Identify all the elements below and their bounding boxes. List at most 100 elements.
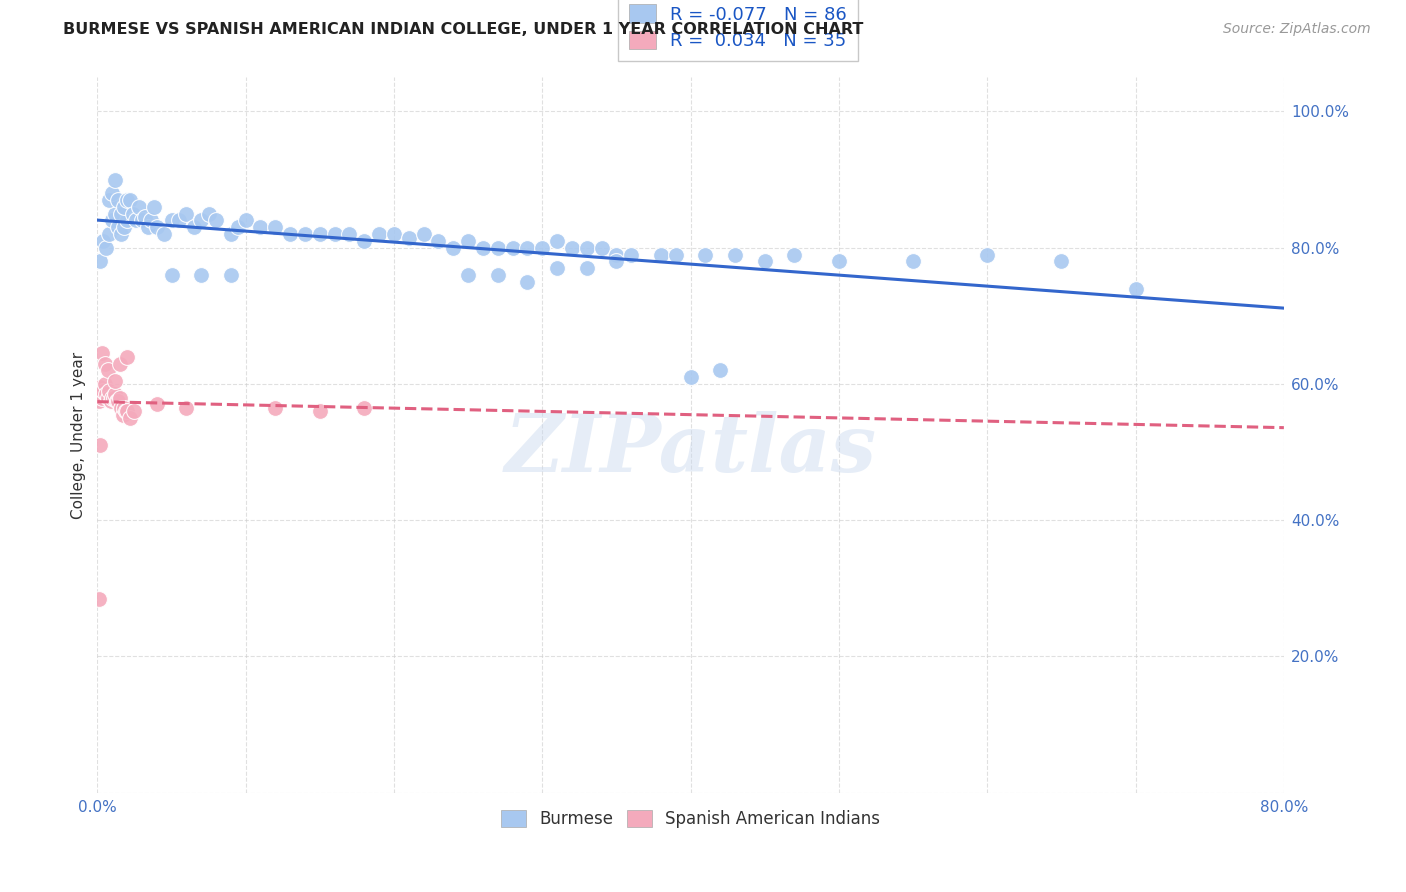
Point — [111, 408, 134, 422]
Point — [575, 241, 598, 255]
Point — [139, 213, 162, 227]
Point — [353, 234, 375, 248]
Point — [104, 374, 127, 388]
Point — [107, 394, 129, 409]
Point — [98, 193, 121, 207]
Point — [118, 193, 141, 207]
Point — [308, 227, 330, 241]
Point — [128, 200, 150, 214]
Point — [160, 268, 183, 282]
Point — [96, 387, 118, 401]
Point — [115, 350, 138, 364]
Point — [382, 227, 405, 241]
Point — [472, 241, 495, 255]
Point — [650, 247, 672, 261]
Point — [160, 213, 183, 227]
Point — [176, 401, 198, 415]
Point — [976, 247, 998, 261]
Point — [110, 401, 132, 415]
Point — [219, 227, 242, 241]
Point — [457, 234, 479, 248]
Point — [294, 227, 316, 241]
Point — [104, 172, 127, 186]
Point — [339, 227, 361, 241]
Point — [190, 268, 212, 282]
Point — [249, 220, 271, 235]
Point — [89, 438, 111, 452]
Point — [695, 247, 717, 261]
Point — [176, 207, 198, 221]
Point — [107, 220, 129, 235]
Point — [89, 254, 111, 268]
Legend: Burmese, Spanish American Indians: Burmese, Spanish American Indians — [495, 803, 887, 834]
Point — [591, 241, 613, 255]
Point — [308, 404, 330, 418]
Point — [278, 227, 301, 241]
Point — [620, 247, 643, 261]
Point — [724, 247, 747, 261]
Point — [502, 241, 524, 255]
Point — [546, 234, 568, 248]
Point — [103, 391, 125, 405]
Point — [87, 591, 110, 606]
Point — [112, 200, 135, 214]
Point — [91, 384, 114, 398]
Point — [145, 220, 167, 235]
Point — [709, 363, 731, 377]
Point — [115, 213, 138, 227]
Point — [96, 241, 118, 255]
Point — [486, 268, 509, 282]
Point — [323, 227, 346, 241]
Point — [1125, 282, 1147, 296]
Point — [546, 261, 568, 276]
Point — [679, 370, 702, 384]
Point — [100, 394, 122, 409]
Point — [605, 247, 627, 261]
Point — [1050, 254, 1073, 268]
Point — [441, 241, 464, 255]
Point — [368, 227, 391, 241]
Point — [98, 227, 121, 241]
Text: ZIPatlas: ZIPatlas — [505, 410, 877, 488]
Point — [90, 391, 112, 405]
Point — [118, 411, 141, 425]
Point — [828, 254, 851, 268]
Point — [264, 401, 287, 415]
Point — [101, 213, 124, 227]
Point — [115, 404, 138, 418]
Point — [427, 234, 450, 248]
Point — [412, 227, 434, 241]
Point — [153, 227, 176, 241]
Point — [97, 391, 120, 405]
Point — [101, 186, 124, 201]
Y-axis label: College, Under 1 year: College, Under 1 year — [72, 351, 86, 518]
Point — [115, 193, 138, 207]
Point — [398, 230, 420, 244]
Point — [104, 387, 127, 401]
Point — [235, 213, 257, 227]
Point — [134, 210, 156, 224]
Point — [605, 254, 627, 268]
Point — [486, 241, 509, 255]
Point — [205, 213, 228, 227]
Point — [87, 394, 110, 409]
Point — [112, 401, 135, 415]
Point — [107, 193, 129, 207]
Point — [112, 220, 135, 235]
Point — [901, 254, 924, 268]
Point — [114, 404, 136, 418]
Text: Source: ZipAtlas.com: Source: ZipAtlas.com — [1223, 22, 1371, 37]
Text: BURMESE VS SPANISH AMERICAN INDIAN COLLEGE, UNDER 1 YEAR CORRELATION CHART: BURMESE VS SPANISH AMERICAN INDIAN COLLE… — [63, 22, 863, 37]
Point — [122, 207, 145, 221]
Point — [226, 220, 249, 235]
Point — [561, 241, 583, 255]
Point — [91, 234, 114, 248]
Point — [754, 254, 776, 268]
Point — [105, 394, 128, 409]
Point — [94, 357, 117, 371]
Point — [108, 391, 131, 405]
Point — [353, 401, 375, 415]
Point — [665, 247, 688, 261]
Point — [90, 346, 112, 360]
Point — [575, 261, 598, 276]
